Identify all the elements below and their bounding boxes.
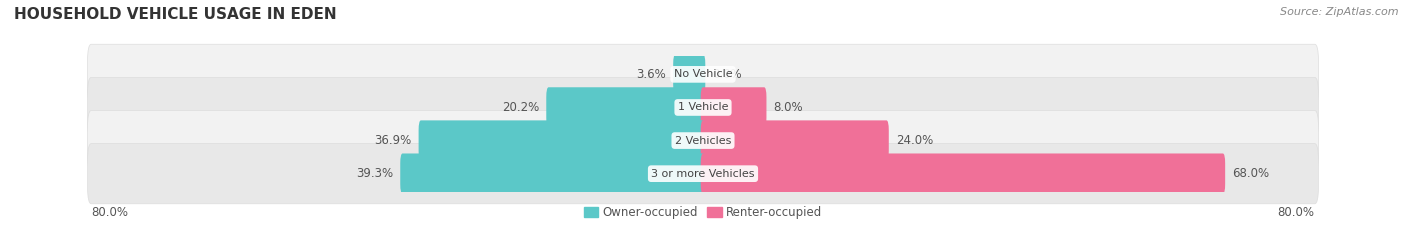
Text: 3.6%: 3.6%: [637, 68, 666, 81]
FancyBboxPatch shape: [547, 87, 706, 128]
FancyBboxPatch shape: [87, 44, 1319, 105]
Text: 80.0%: 80.0%: [1278, 206, 1315, 219]
FancyBboxPatch shape: [87, 143, 1319, 204]
Text: 24.0%: 24.0%: [896, 134, 934, 147]
Text: 3 or more Vehicles: 3 or more Vehicles: [651, 169, 755, 179]
Text: 2 Vehicles: 2 Vehicles: [675, 135, 731, 146]
Text: 8.0%: 8.0%: [773, 101, 803, 114]
FancyBboxPatch shape: [673, 54, 706, 95]
Text: 1 Vehicle: 1 Vehicle: [678, 102, 728, 113]
FancyBboxPatch shape: [87, 110, 1319, 171]
FancyBboxPatch shape: [401, 154, 706, 194]
FancyBboxPatch shape: [419, 120, 706, 161]
Text: HOUSEHOLD VEHICLE USAGE IN EDEN: HOUSEHOLD VEHICLE USAGE IN EDEN: [14, 7, 336, 22]
FancyBboxPatch shape: [700, 154, 1225, 194]
Text: 36.9%: 36.9%: [374, 134, 412, 147]
Text: 80.0%: 80.0%: [91, 206, 128, 219]
Text: Source: ZipAtlas.com: Source: ZipAtlas.com: [1281, 7, 1399, 17]
FancyBboxPatch shape: [87, 77, 1319, 138]
FancyBboxPatch shape: [700, 120, 889, 161]
Text: 0.0%: 0.0%: [713, 68, 742, 81]
Text: No Vehicle: No Vehicle: [673, 69, 733, 79]
Text: 68.0%: 68.0%: [1232, 167, 1270, 180]
Text: 20.2%: 20.2%: [502, 101, 540, 114]
Text: 39.3%: 39.3%: [356, 167, 394, 180]
Legend: Owner-occupied, Renter-occupied: Owner-occupied, Renter-occupied: [579, 201, 827, 223]
FancyBboxPatch shape: [700, 87, 766, 128]
